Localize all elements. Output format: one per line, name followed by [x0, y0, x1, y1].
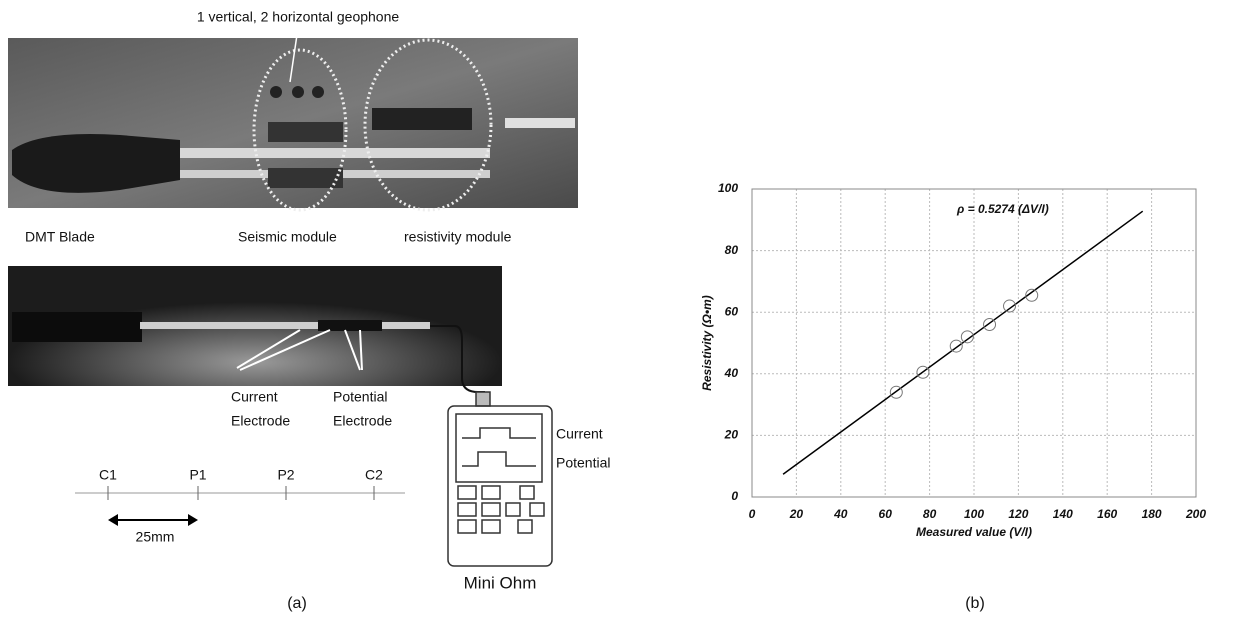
x-tick-label: 200 — [1185, 507, 1206, 521]
meter-potential: Potential — [556, 455, 610, 471]
current-electrode: Electrode — [231, 413, 290, 429]
caption: (b) — [965, 595, 985, 612]
data-point — [1025, 288, 1039, 302]
x-tick-label: 140 — [1053, 507, 1073, 521]
spacing-label: 25mm — [136, 529, 175, 545]
caption: (a) — [287, 595, 307, 612]
electrode-label: C2 — [365, 467, 383, 483]
data-point — [916, 365, 930, 379]
y-axis-label: Resistivity (Ω•m) — [700, 295, 714, 391]
y-tick-label: 0 — [731, 489, 738, 503]
x-tick-label: 120 — [1008, 507, 1028, 521]
data-point — [949, 339, 963, 353]
data-point — [889, 385, 903, 399]
x-tick-label: 20 — [789, 507, 804, 521]
y-tick-label: 100 — [718, 181, 738, 195]
plot-frame — [751, 188, 1197, 498]
data-point — [983, 318, 997, 332]
meter-name: Mini Ohm — [464, 573, 537, 592]
x-tick-label: 40 — [833, 507, 848, 521]
x-tick-label: 100 — [964, 507, 984, 521]
dmt-blade-label: DMT Blade — [25, 229, 95, 245]
data-point — [960, 330, 974, 344]
meter — [447, 391, 553, 567]
electrode-label: P2 — [277, 467, 294, 483]
meter-current: Current — [556, 426, 603, 442]
y-tick-label: 40 — [724, 366, 739, 380]
scatter-chart: 0 20 40 60 80 100 120 140 160 180 200 0 20 40 60 80 100 M… — [700, 181, 1206, 539]
fit-line — [782, 210, 1144, 475]
x-tick-label: 180 — [1142, 507, 1162, 521]
x-tick-label: 80 — [923, 507, 937, 521]
x-tick-label: 160 — [1097, 507, 1117, 521]
electrode-diagram — [75, 486, 405, 526]
annotation: ρ = 0.5274 (ΔV/I) — [956, 202, 1049, 216]
y-tick-label: 20 — [724, 428, 739, 442]
electrode-label: C1 — [99, 467, 117, 483]
seismic-module-label: Seismic module — [238, 229, 337, 245]
x-tick-label: 60 — [879, 507, 893, 521]
pointer — [289, 27, 299, 83]
geophone-label: 1 vertical, 2 horizontal geophone — [197, 9, 400, 25]
photo-bottom — [8, 266, 502, 393]
potential-electrode: Electrode — [333, 413, 392, 429]
y-tick-label: 60 — [725, 304, 739, 318]
electrode-label: P1 — [189, 467, 206, 483]
y-tick-label: 80 — [725, 243, 739, 257]
potential-electrode: Potential — [333, 389, 387, 405]
x-axis-label: Measured value (V/I) — [916, 525, 1032, 539]
x-tick-label: 0 — [749, 507, 756, 521]
current-electrode: Current — [231, 389, 278, 405]
resistivity-module-label: resistivity module — [404, 229, 512, 245]
data-point — [1003, 299, 1017, 313]
